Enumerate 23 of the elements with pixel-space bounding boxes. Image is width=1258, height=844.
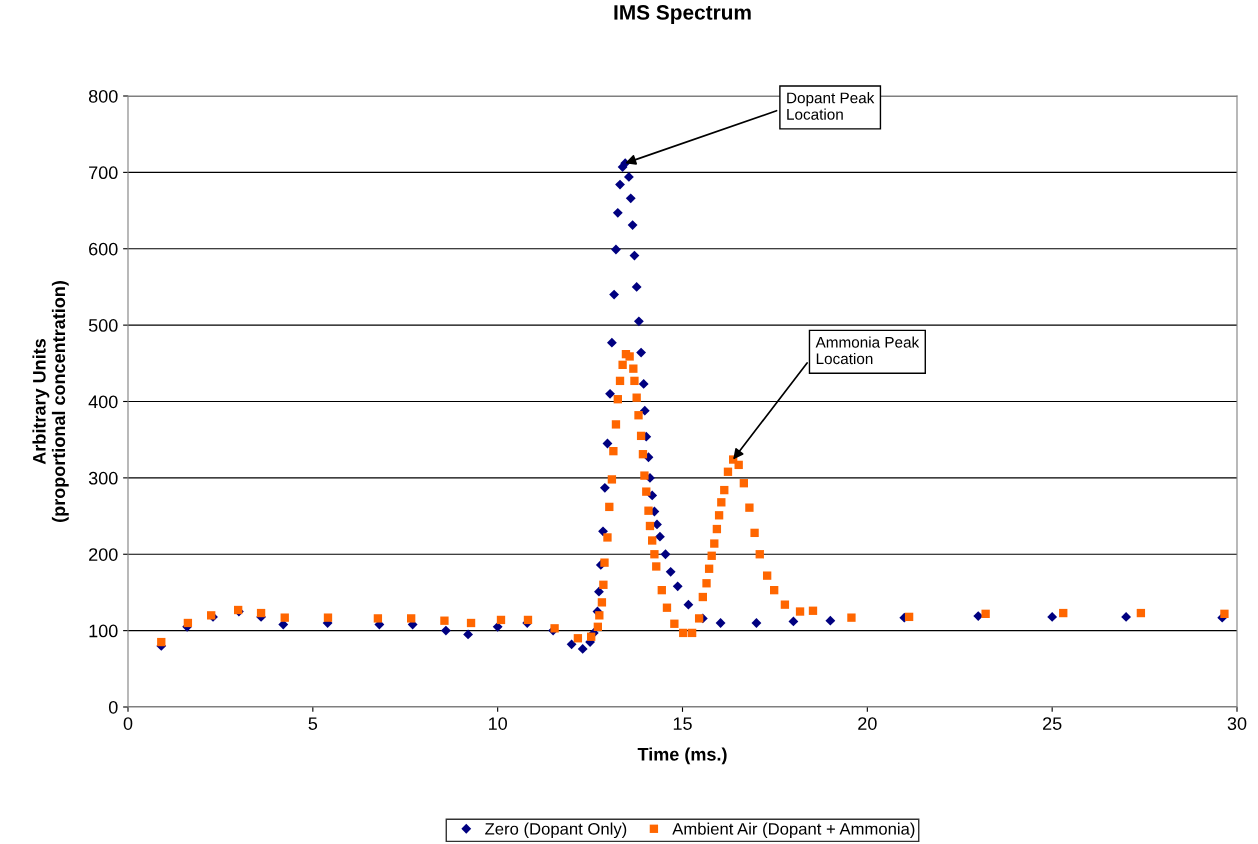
y-tick-label: 500 [88,319,118,332]
annotation: Dopant Peak Location [787,92,875,120]
x-axis-title: Time (ms.) [637,747,727,765]
y-tick-label: 800 [88,89,118,103]
chart-title: IMS Spectrum [614,5,751,24]
x-tick-label: 10 [489,717,507,730]
x-tick-label: 5 [308,717,318,730]
x-tick-label: 15 [673,717,692,730]
legend-label: Ambient Air (Dopant + Ammonia) [672,822,915,839]
y-tick-label: 300 [88,471,118,485]
y-tick-label: 0 [108,700,118,714]
annotation: Ammonia Peak Location [815,336,920,365]
x-tick-label: 30 [1227,717,1247,730]
y-tick-label: 200 [89,548,118,561]
x-tick-label: 20 [858,717,877,730]
legend-label: Zero (Dopant Only) [485,822,627,839]
x-tick-label: 0 [123,717,133,730]
y-axis-title: Arbitrary Units (proportional concentration) [32,281,69,522]
y-tick-label: 100 [89,624,118,638]
x-tick-label: 25 [1043,717,1062,730]
y-tick-label: 400 [88,395,118,409]
y-tick-label: 600 [89,242,118,256]
y-tick-label: 700 [89,166,118,180]
